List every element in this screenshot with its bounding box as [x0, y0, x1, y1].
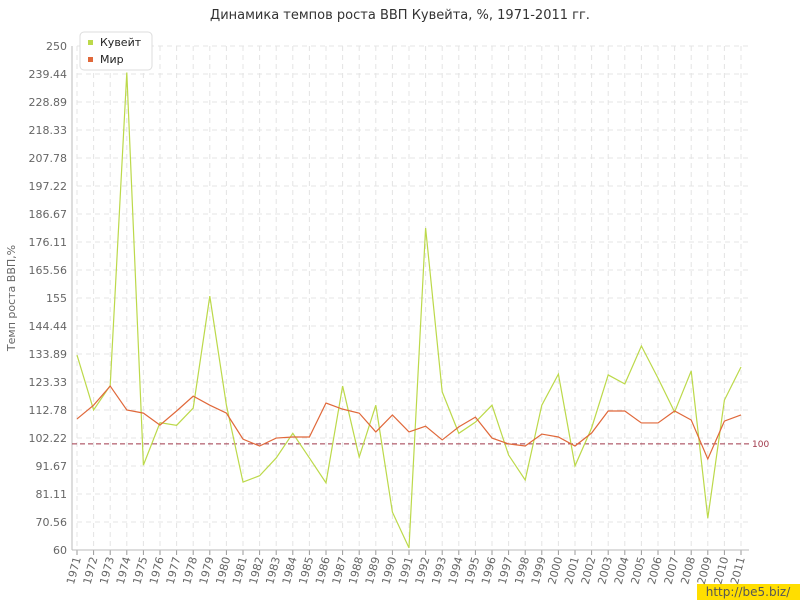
- y-tick-label: 228.89: [29, 96, 68, 109]
- y-tick-label: 144.44: [29, 320, 68, 333]
- y-tick-label: 123.33: [29, 376, 68, 389]
- legend-label: Мир: [100, 53, 124, 66]
- series-line: [76, 385, 742, 461]
- y-tick-label: 155: [46, 292, 67, 305]
- reference-label: 100: [752, 440, 769, 450]
- legend-swatch: [88, 40, 93, 45]
- y-tick-label: 207.78: [29, 152, 68, 165]
- watermark-bg: [697, 584, 800, 600]
- y-tick-label: 239.44: [29, 68, 68, 81]
- y-tick-label: 112.78: [29, 404, 68, 417]
- y-tick-label: 60: [53, 544, 67, 557]
- y-tick-label: 197.22: [29, 180, 68, 193]
- series-line: [76, 72, 742, 549]
- y-tick-label: 165.56: [29, 264, 68, 277]
- y-tick-label: 102.22: [29, 432, 68, 445]
- legend-box: [79, 31, 153, 71]
- watermark: http://be5.biz/: [706, 585, 791, 599]
- y-tick-label: 91.67: [36, 460, 68, 473]
- x-tick-label: 2011: [728, 555, 748, 585]
- legend-label: Кувейт: [100, 36, 142, 49]
- y-tick-label: 186.67: [29, 208, 68, 221]
- y-tick-label: 70.56: [36, 516, 68, 529]
- y-tick-label: 176.11: [29, 236, 68, 249]
- y-tick-label: 218.33: [29, 124, 68, 137]
- y-tick-label: 133.89: [29, 348, 68, 361]
- legend: Кувейт Мир: [79, 31, 153, 71]
- chart-title: Динамика темпов роста ВВП Кувейта, %, 19…: [210, 8, 590, 23]
- y-axis-label: Темп роста ВВП,%: [5, 245, 18, 352]
- y-tick-label: 81.11: [36, 488, 68, 501]
- y-tick-label: 250: [46, 40, 67, 53]
- legend-swatch: [88, 57, 93, 62]
